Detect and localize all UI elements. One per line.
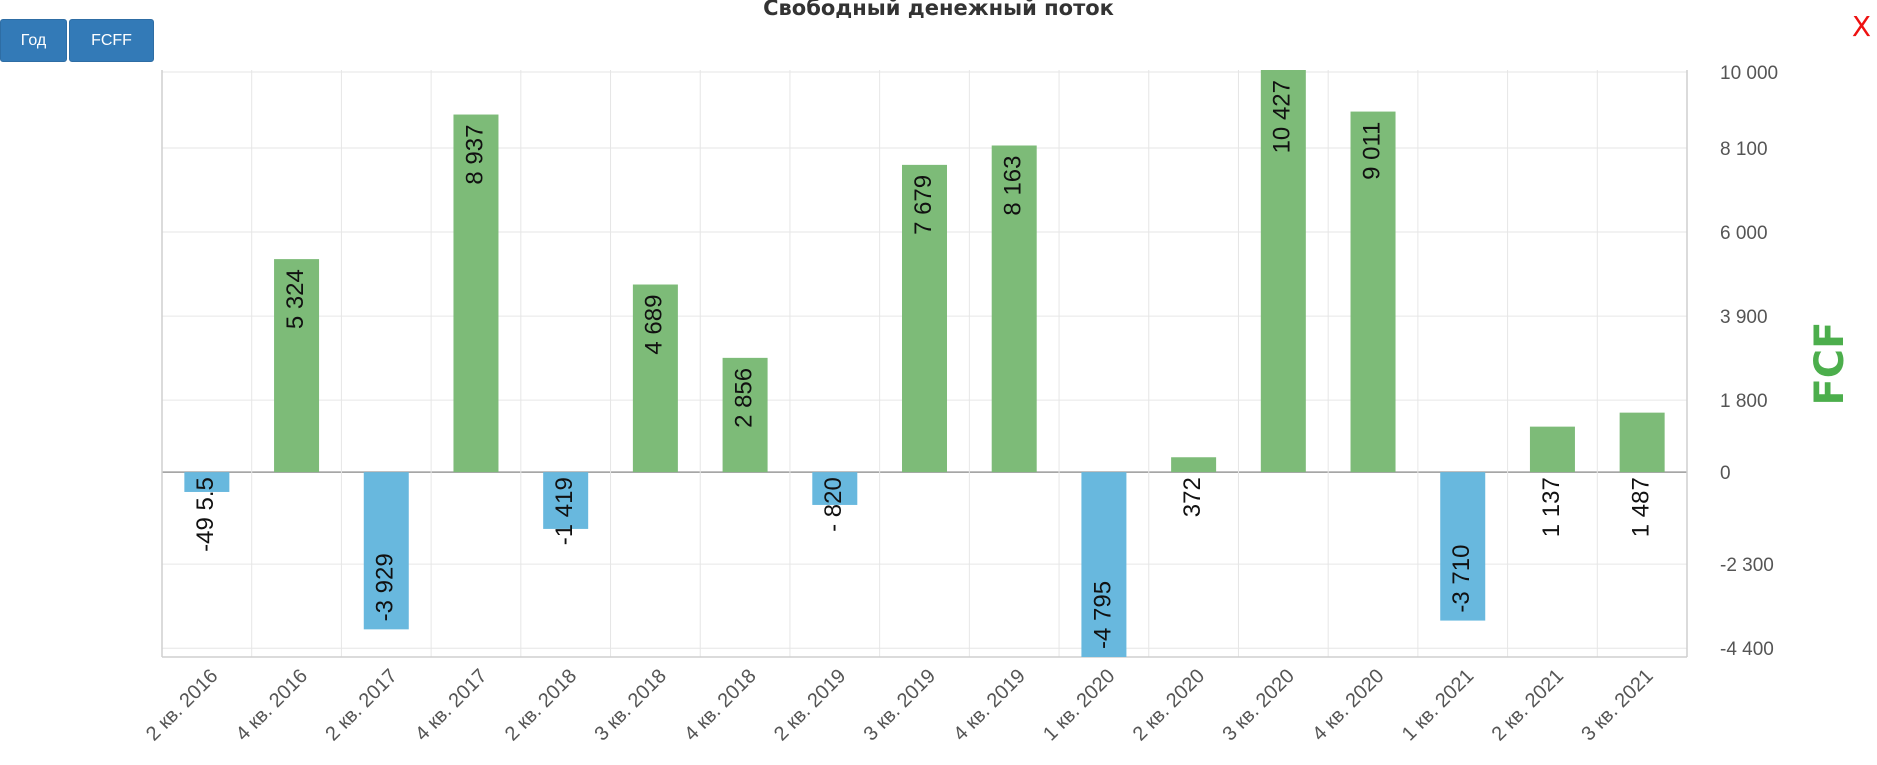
chart-title: Свободный денежный поток — [763, 0, 1114, 20]
data-label: -1 419 — [551, 477, 578, 545]
fcff-button[interactable]: FCFF — [69, 19, 154, 62]
y-tick-label: 10 000 — [1720, 63, 1778, 84]
x-tick-label: 4 кв. 2019 — [949, 665, 1029, 745]
bar — [1081, 472, 1127, 657]
x-tick-label: 3 кв. 2018 — [591, 665, 671, 745]
year-button[interactable]: Год — [0, 19, 67, 62]
x-tick-label: 2 кв. 2017 — [321, 665, 401, 745]
y-tick-label: 0 — [1720, 463, 1731, 484]
data-label: 4 689 — [641, 295, 668, 355]
data-label: - 820 — [820, 477, 847, 532]
bar — [1260, 70, 1306, 473]
data-label: 9 011 — [1358, 122, 1385, 180]
y-tick-label: 1 800 — [1720, 391, 1768, 412]
x-tick-label: 1 кв. 2020 — [1039, 665, 1119, 745]
y-tick-label: 8 100 — [1720, 139, 1768, 160]
bar — [1619, 412, 1665, 473]
data-label: 8 937 — [461, 125, 488, 185]
y-axis-title: FCF — [1807, 321, 1853, 405]
bar — [543, 472, 589, 529]
x-tick-label: 4 кв. 2020 — [1308, 665, 1388, 745]
x-tick-label: 4 кв. 2018 — [680, 665, 760, 745]
bar — [1440, 472, 1486, 621]
data-label: 2 856 — [730, 368, 757, 428]
data-label: 5 324 — [282, 269, 309, 329]
bar — [632, 284, 678, 473]
x-tick-label: 3 кв. 2021 — [1577, 665, 1657, 745]
x-tick-label: 1 кв. 2021 — [1398, 665, 1478, 745]
x-tick-label: 2 кв. 2016 — [142, 665, 222, 745]
data-label: 1 487 — [1627, 477, 1654, 537]
x-tick-label: 4 кв. 2017 — [411, 665, 491, 745]
bar — [274, 259, 320, 473]
y-tick-label: -4 400 — [1720, 639, 1774, 660]
close-icon[interactable]: X — [1851, 10, 1871, 43]
bar — [184, 472, 230, 492]
x-tick-label: 4 кв. 2016 — [232, 665, 312, 745]
period-toggle: Год FCFF — [0, 19, 154, 62]
bar — [1171, 457, 1217, 473]
data-label: 10 427 — [1269, 80, 1296, 153]
bar — [453, 114, 499, 473]
y-tick-label: -2 300 — [1720, 555, 1774, 576]
x-tick-label: 3 кв. 2020 — [1218, 665, 1298, 745]
bar — [1350, 111, 1396, 473]
bar — [812, 472, 858, 505]
x-tick-label: 2 кв. 2020 — [1129, 665, 1209, 745]
x-tick-label: 2 кв. 2021 — [1488, 665, 1568, 745]
data-label: -49 5.5 — [192, 477, 219, 552]
data-label: -3 929 — [372, 553, 399, 621]
y-tick-label: 6 000 — [1720, 223, 1768, 244]
data-label: -4 795 — [1089, 581, 1116, 649]
y-tick-label: 3 900 — [1720, 307, 1768, 328]
bar — [991, 145, 1037, 473]
bar — [363, 472, 409, 630]
bar — [722, 357, 768, 473]
data-label: -3 710 — [1448, 545, 1475, 613]
data-label: 8 163 — [1000, 156, 1027, 216]
data-label: 7 679 — [910, 175, 937, 235]
bar — [1529, 426, 1575, 473]
x-tick-label: 3 кв. 2019 — [860, 665, 940, 745]
data-label: 1 137 — [1538, 477, 1565, 537]
x-tick-label: 2 кв. 2018 — [501, 665, 581, 745]
data-label: 372 — [1179, 477, 1206, 517]
bar — [902, 164, 947, 473]
x-tick-label: 2 кв. 2019 — [770, 665, 850, 745]
